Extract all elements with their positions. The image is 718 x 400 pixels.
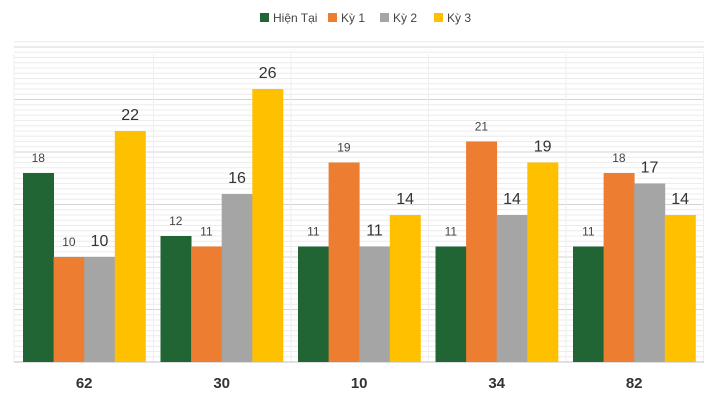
bar [114, 131, 146, 362]
data-label: 11 [366, 223, 383, 240]
data-label: 10 [91, 233, 109, 250]
bar [435, 246, 467, 362]
legend-label: Hiện Tại [273, 11, 317, 25]
bar [496, 215, 528, 362]
legend-label: Kỳ 1 [341, 11, 365, 25]
bar [603, 173, 635, 362]
data-label: 21 [475, 120, 489, 134]
category-label: 62 [76, 375, 93, 392]
data-label: 18 [612, 151, 626, 165]
legend-swatch [434, 13, 443, 22]
bar [573, 246, 604, 362]
legend-swatch [328, 13, 337, 22]
data-label: 26 [259, 65, 277, 82]
data-label: 14 [396, 191, 414, 208]
bar [23, 173, 54, 362]
legend: Hiện Tại Kỳ 1 Kỳ 2 Kỳ 3 [260, 11, 471, 25]
bar [160, 236, 192, 362]
bar [328, 162, 360, 362]
bar [359, 246, 391, 362]
data-label: 22 [121, 107, 139, 124]
category-labels: 62 30 10 34 82 [76, 375, 643, 392]
category-label: 30 [213, 375, 230, 392]
data-label: 11 [445, 225, 458, 239]
legend-swatch [380, 13, 389, 22]
data-label: 17 [641, 160, 659, 177]
bar [252, 89, 284, 362]
data-label: 11 [582, 225, 595, 239]
category-label: 82 [626, 375, 643, 392]
category-label: 10 [351, 375, 368, 392]
category-label: 34 [488, 375, 505, 392]
data-label: 19 [337, 141, 351, 155]
data-label: 12 [169, 214, 183, 228]
bar [84, 257, 116, 362]
data-label: 11 [200, 225, 213, 239]
data-label: 19 [534, 139, 552, 156]
data-label: 14 [503, 191, 521, 208]
data-label: 10 [62, 235, 76, 249]
data-label: 18 [32, 151, 46, 165]
bar [466, 141, 498, 362]
legend-swatch [260, 13, 269, 22]
legend-label: Kỳ 3 [447, 11, 471, 25]
bar [389, 215, 421, 362]
bar [53, 257, 85, 362]
bar [298, 246, 329, 362]
data-label: 11 [307, 225, 320, 239]
data-label: 14 [671, 191, 689, 208]
legend-label: Kỳ 2 [393, 11, 417, 25]
data-labels: 18 10 10 22 12 11 16 26 11 19 11 14 11 21 14 19 11 18 17 14 [32, 65, 689, 250]
bar [634, 183, 666, 362]
bars [23, 89, 696, 362]
data-label: 16 [228, 170, 246, 187]
bar [191, 246, 223, 362]
bar [527, 162, 559, 362]
bar [664, 215, 696, 362]
bar [221, 194, 253, 362]
